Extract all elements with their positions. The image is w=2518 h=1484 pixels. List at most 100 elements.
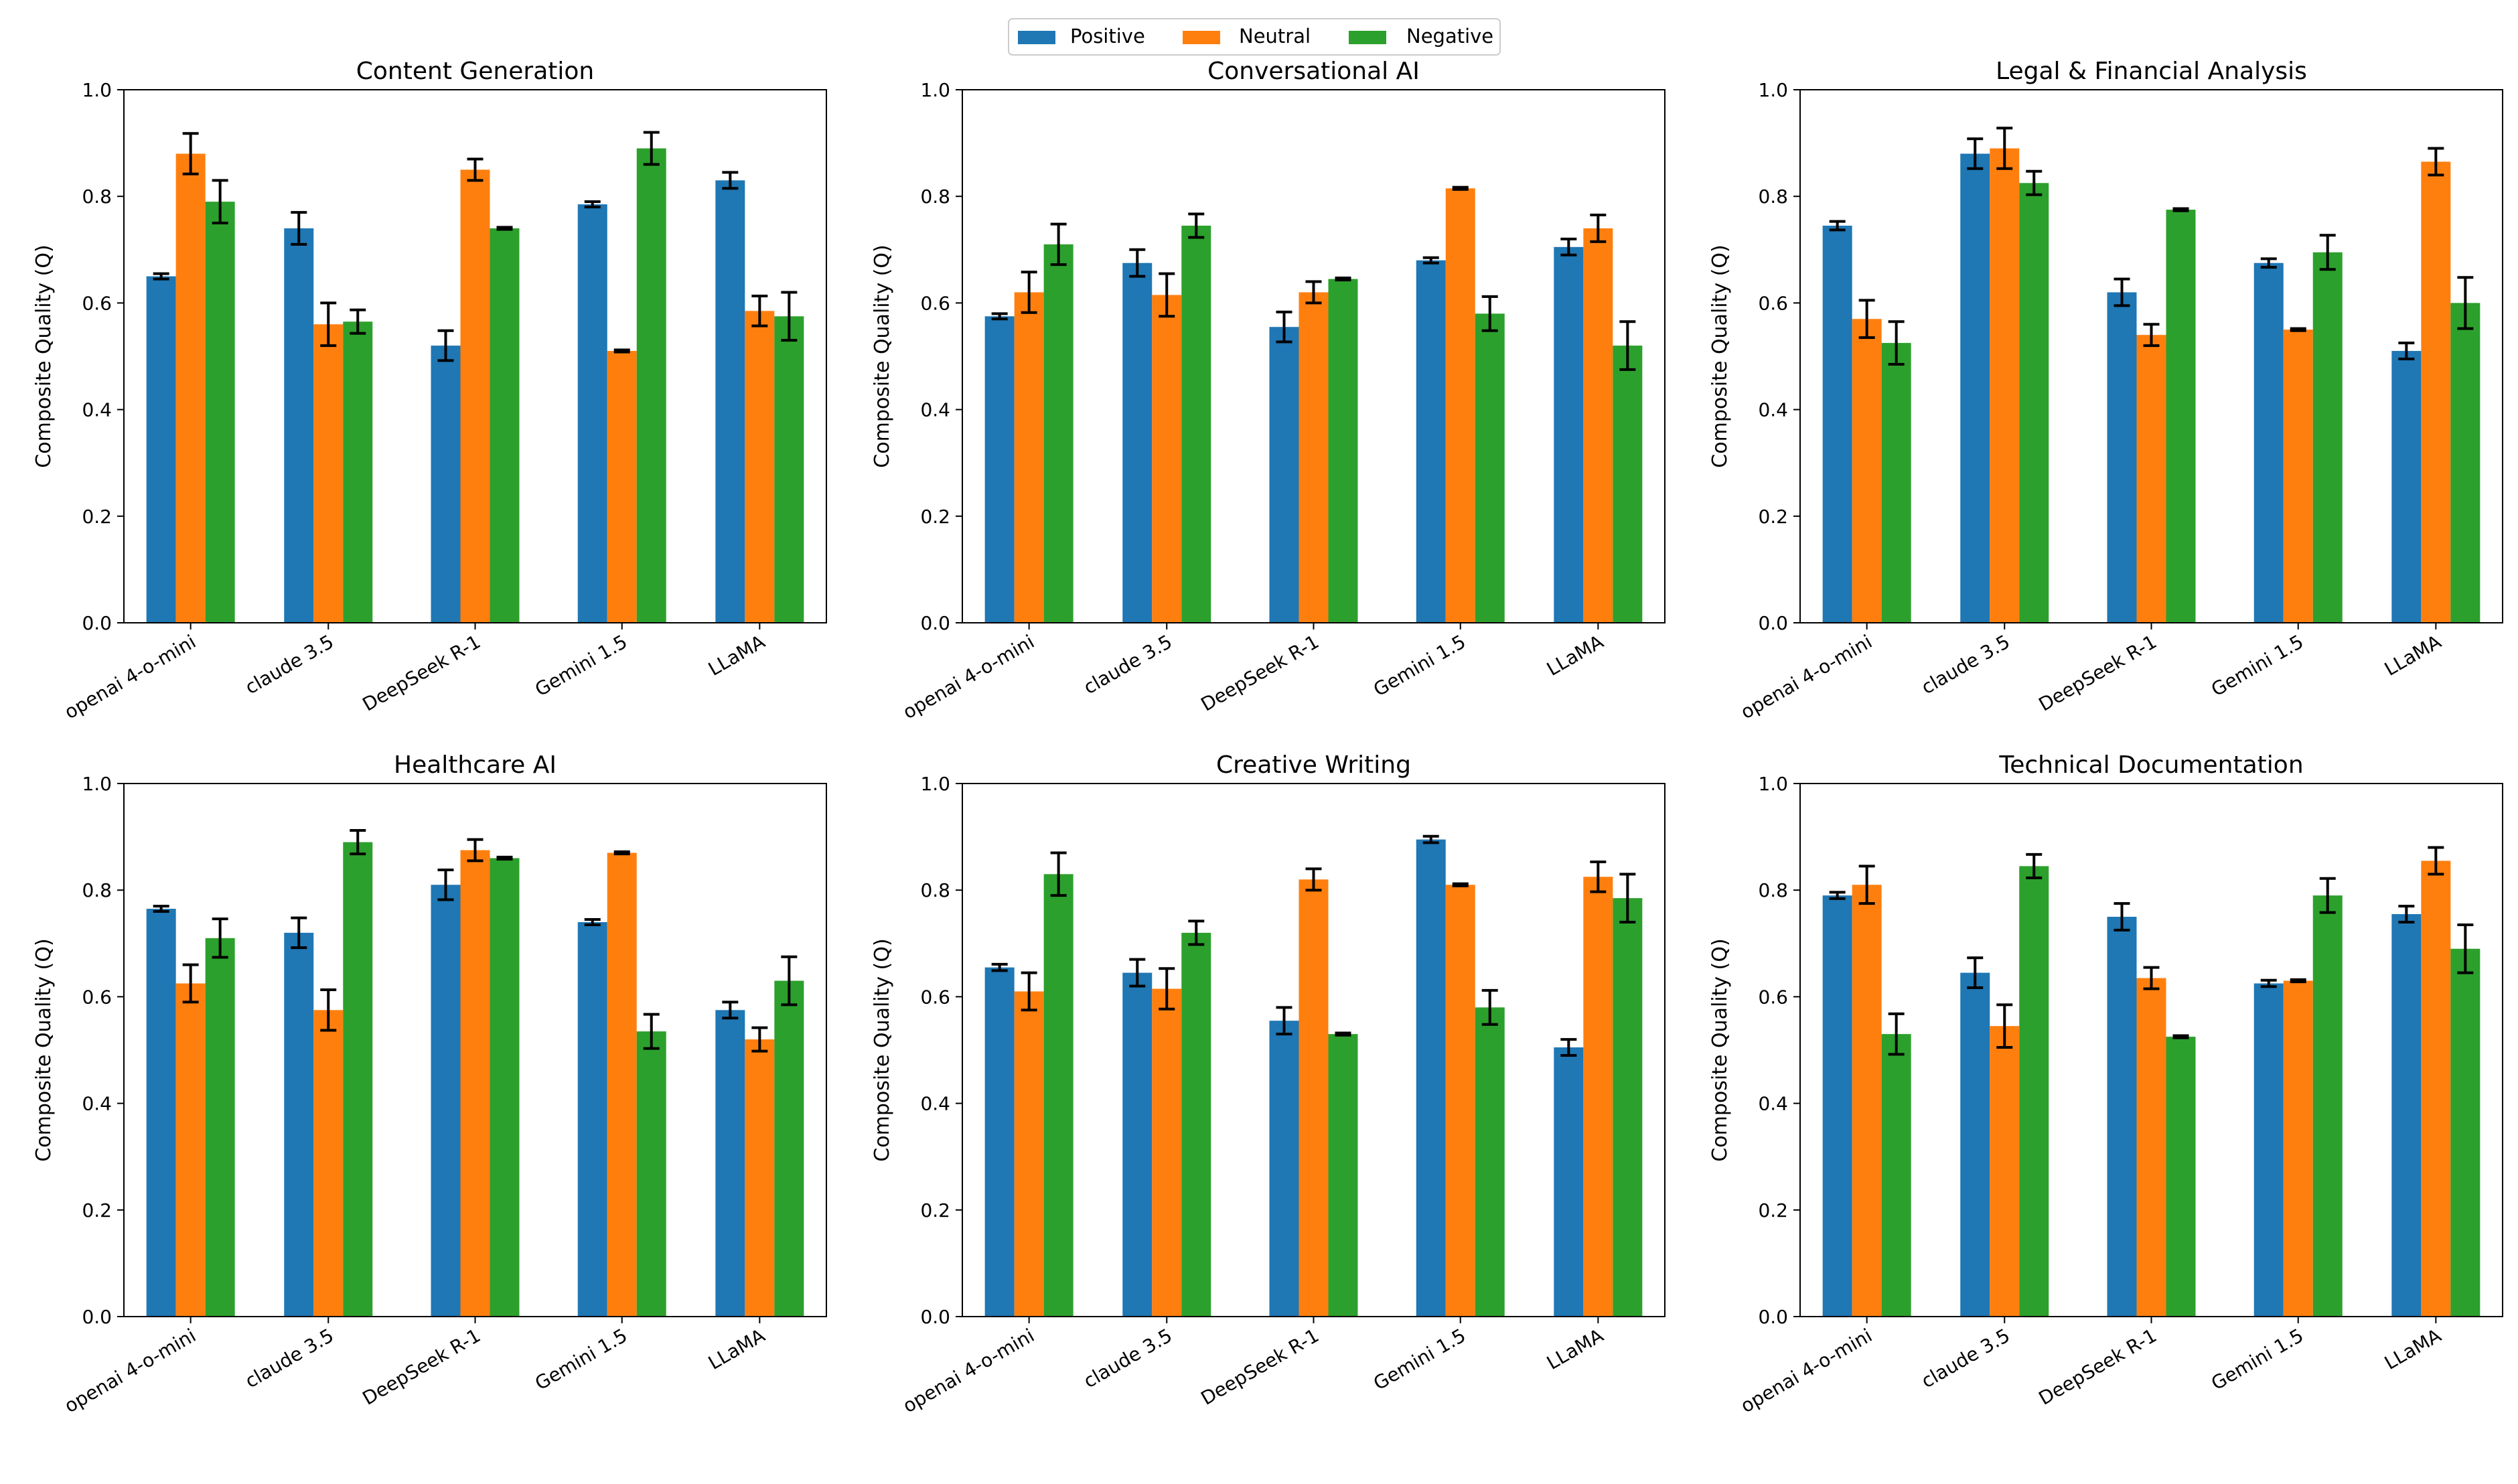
error-bar-positive-deepseek-r-1: [2114, 277, 2130, 307]
x-tick-label: claude 3.5: [1917, 630, 2013, 698]
chart-panel-conversational-ai: Conversational AI Composite Quality (Q) 0.…: [871, 58, 1665, 723]
legend-frame: [1008, 18, 1501, 56]
error-bar-negative-claude-3-5: [350, 308, 366, 335]
error-bar-positive-deepseek-r-1: [437, 329, 454, 362]
error-bar-neutral-deepseek-r-1: [2143, 323, 2160, 348]
x-tick-label: Gemini 1.5: [1369, 630, 1469, 700]
bar-positive-claude-3-5: [1960, 972, 1990, 1317]
bar-neutral-deepseek-r-1: [2136, 335, 2166, 623]
y-tick-label: 0.0: [82, 612, 112, 634]
bar-positive-llama: [715, 1010, 745, 1317]
x-tick-label: openai 4-o-mini: [61, 1324, 200, 1417]
legend-swatch-positive: [1018, 31, 1055, 44]
legend-entry-negative: Negative: [1349, 25, 1493, 48]
chart-panels: Content Generation Composite Quality (Q) 0…: [32, 58, 2503, 1417]
error-bar-negative-openai-4-o-mini: [1888, 320, 1905, 366]
bar-positive-deepseek-r-1: [431, 885, 461, 1317]
bar-neutral-gemini-1-5: [2283, 329, 2313, 623]
bar-negative-deepseek-r-1: [2166, 210, 2196, 623]
plot-frame: [1799, 783, 2503, 1317]
error-bar-neutral-gemini-1-5: [1452, 882, 1469, 887]
bar-neutral-openai-4-o-mini: [1852, 885, 1882, 1317]
bar-neutral-deepseek-r-1: [460, 850, 490, 1317]
error-bar-positive-deepseek-r-1: [1276, 1006, 1292, 1036]
error-bar-positive-openai-4-o-mini: [153, 272, 169, 281]
y-tick-label: 1.0: [920, 79, 950, 101]
error-bar-positive-gemini-1-5: [584, 200, 601, 209]
bar-neutral-openai-4-o-mini: [175, 153, 206, 623]
error-bar-negative-claude-3-5: [350, 829, 366, 856]
bar-negative-gemini-1-5: [2312, 895, 2343, 1317]
bar-negative-deepseek-r-1: [1328, 279, 1358, 623]
bar-positive-gemini-1-5: [2253, 983, 2284, 1317]
error-bar-neutral-gemini-1-5: [2290, 978, 2306, 984]
bar-neutral-llama: [745, 1039, 775, 1317]
bar-positive-claude-3-5: [1960, 153, 1990, 623]
error-bar-positive-llama: [2398, 342, 2415, 360]
bar-positive-gemini-1-5: [577, 921, 607, 1317]
error-bar-positive-llama: [1560, 237, 1577, 256]
error-bar-neutral-claude-3-5: [1159, 967, 1175, 1011]
bar-negative-llama: [1613, 898, 1643, 1317]
y-tick-label: 0.2: [82, 1199, 112, 1221]
error-bar-neutral-llama: [751, 295, 768, 327]
x-tick-label: DeepSeek R-1: [1197, 1324, 1323, 1409]
bar-positive-deepseek-r-1: [2107, 917, 2137, 1317]
error-bar-neutral-openai-4-o-mini: [1858, 865, 1875, 905]
x-tick-label: DeepSeek R-1: [359, 630, 484, 715]
bar-negative-openai-4-o-mini: [205, 938, 235, 1317]
x-tick-label: DeepSeek R-1: [2035, 1324, 2160, 1409]
error-bar-positive-gemini-1-5: [584, 917, 601, 926]
error-bar-positive-gemini-1-5: [2260, 978, 2277, 988]
error-bar-negative-llama: [2457, 276, 2474, 330]
y-tick-label: 0.0: [920, 1306, 950, 1328]
y-tick-label: 0.6: [1758, 292, 1788, 314]
x-tick-label: Gemini 1.5: [1369, 1324, 1469, 1394]
error-bar-neutral-claude-3-5: [1159, 272, 1175, 318]
y-axis-label: Composite Quality (Q): [871, 244, 894, 467]
chart-panel-technical-documentation: Technical Documentation Composite Quality…: [1708, 751, 2503, 1417]
y-tick-label: 0.6: [82, 986, 112, 1008]
bar-negative-claude-3-5: [2019, 183, 2049, 623]
y-tick-label: 0.8: [82, 879, 112, 901]
x-tick-label: openai 4-o-mini: [1737, 1324, 1876, 1417]
x-tick-label: DeepSeek R-1: [1197, 630, 1323, 715]
bar-neutral-openai-4-o-mini: [1014, 991, 1044, 1317]
bar-negative-claude-3-5: [1181, 932, 1211, 1317]
bar-positive-llama: [715, 180, 745, 623]
bar-neutral-openai-4-o-mini: [1852, 319, 1882, 623]
bar-negative-openai-4-o-mini: [1881, 1034, 1911, 1317]
x-tick-label: claude 3.5: [1917, 1324, 2013, 1392]
y-axis-label: Composite Quality (Q): [1708, 938, 1732, 1161]
error-bar-negative-gemini-1-5: [1481, 988, 1498, 1026]
y-tick-label: 0.8: [1758, 186, 1788, 208]
error-bar-negative-openai-4-o-mini: [1050, 851, 1067, 897]
chart-title: Content Generation: [356, 58, 594, 85]
y-tick-label: 0.2: [1758, 1199, 1788, 1221]
bar-positive-llama: [2391, 351, 2422, 623]
chart-panel-legal-financial-analysis: Legal & Financial Analysis Composite Qual…: [1708, 58, 2503, 723]
bar-neutral-gemini-1-5: [2283, 980, 2313, 1317]
bar-neutral-claude-3-5: [1152, 988, 1182, 1317]
bar-positive-openai-4-o-mini: [1822, 895, 1852, 1317]
chart-title: Technical Documentation: [1998, 751, 2303, 779]
bar-neutral-llama: [745, 311, 775, 623]
bar-neutral-claude-3-5: [1990, 1026, 2020, 1317]
x-tick-label: LLaMA: [1543, 1324, 1607, 1374]
legend-swatch-negative: [1349, 31, 1386, 44]
error-bar-neutral-claude-3-5: [1996, 127, 2013, 170]
x-tick-label: DeepSeek R-1: [359, 1324, 484, 1409]
error-bar-positive-claude-3-5: [1967, 137, 1984, 170]
error-bar-negative-claude-3-5: [2026, 169, 2043, 196]
error-bar-positive-deepseek-r-1: [1276, 310, 1292, 344]
legend-label-positive: Positive: [1070, 25, 1145, 48]
bar-neutral-claude-3-5: [313, 324, 344, 623]
bar-positive-deepseek-r-1: [1269, 327, 1299, 623]
bar-neutral-openai-4-o-mini: [1014, 292, 1044, 623]
bar-neutral-claude-3-5: [1152, 295, 1182, 623]
bar-negative-deepseek-r-1: [2166, 1037, 2196, 1317]
bar-positive-openai-4-o-mini: [1822, 225, 1852, 623]
bar-neutral-gemini-1-5: [1445, 188, 1475, 623]
error-bar-negative-gemini-1-5: [2319, 877, 2336, 914]
bar-positive-openai-4-o-mini: [984, 967, 1015, 1317]
